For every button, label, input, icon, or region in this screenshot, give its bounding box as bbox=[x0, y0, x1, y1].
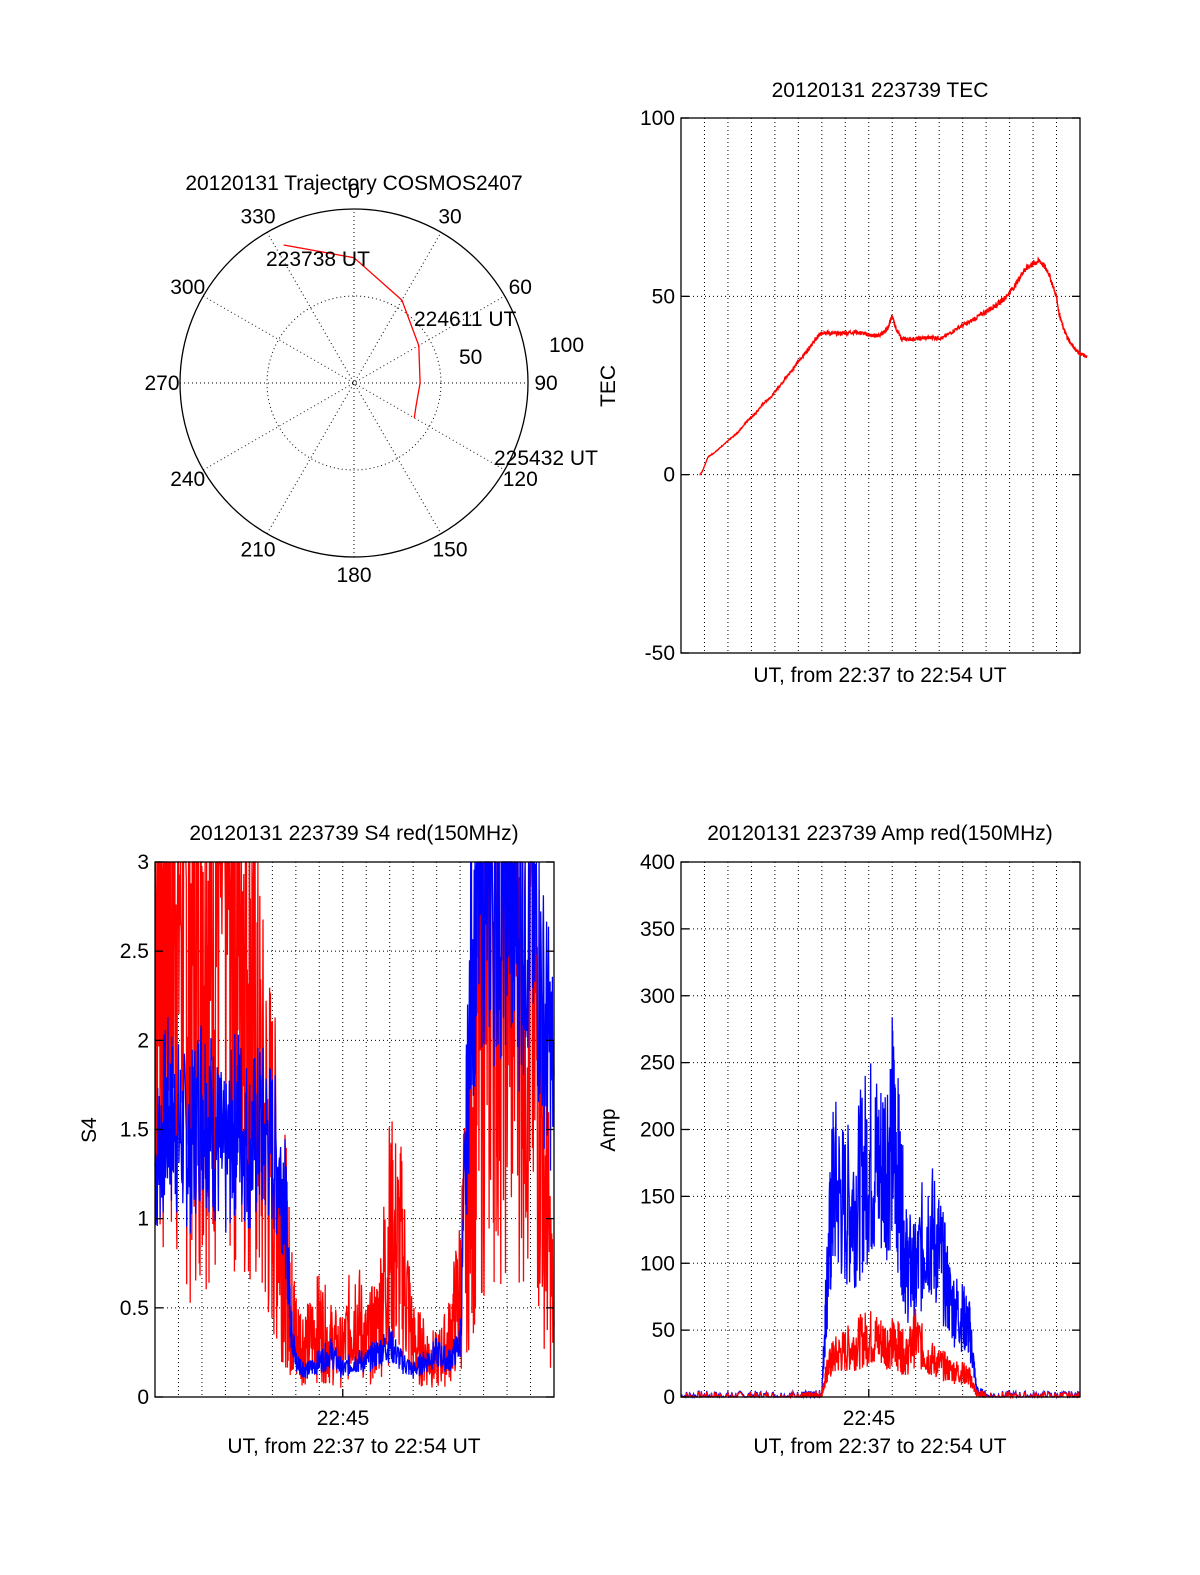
polar-angle-label: 270 bbox=[144, 372, 179, 395]
s4-chart: 20120131 223739 S4 red(150MHz) 0 0.5 1 1.5 2… bbox=[78, 822, 555, 1458]
y-tick-label: 1 bbox=[137, 1208, 149, 1231]
polar-angle-labels: 0 30 60 90 120 150 180 210 240 270 300 330 bbox=[144, 180, 557, 587]
y-tick-label: 1.5 bbox=[120, 1119, 149, 1142]
y-tick-label: 50 bbox=[652, 285, 675, 308]
amp-chart: 20120131 223739 Amp red(150MHz) 0 50 100 15… bbox=[597, 822, 1081, 1458]
y-tick-label: 0 bbox=[663, 1386, 675, 1409]
polar-angle-label: 240 bbox=[170, 468, 205, 491]
polar-angle-label: 60 bbox=[509, 276, 532, 299]
y-tick-label: 100 bbox=[640, 1252, 675, 1275]
y-tick-label: 0 bbox=[137, 1386, 149, 1409]
tec-plot-frame bbox=[680, 117, 1081, 654]
y-tick-label: -50 bbox=[645, 642, 675, 665]
polar-title: 20120131 Trajectory COSMOS2407 bbox=[185, 172, 522, 195]
amp-ylabel: Amp bbox=[597, 1108, 620, 1151]
y-tick-label: 300 bbox=[640, 985, 675, 1008]
polar-angle-label: 330 bbox=[240, 206, 275, 229]
polar-chart: 20120131 Trajectory COSMOS2407 0 30 60 90 12… bbox=[144, 172, 598, 587]
polar-angle-label: 180 bbox=[336, 564, 371, 587]
trajectory-line bbox=[283, 244, 421, 418]
y-tick-label: 0 bbox=[663, 464, 675, 487]
y-tick-label: 3 bbox=[137, 851, 149, 874]
polar-angle-label: 30 bbox=[438, 206, 461, 229]
y-tick-label: 2 bbox=[137, 1029, 149, 1052]
tec-title: 20120131 223739 TEC bbox=[772, 79, 989, 102]
amp-y-ticks: 0 50 100 150 200 250 300 350 400 bbox=[640, 851, 1080, 1409]
s4-xtick-label: 22:45 bbox=[317, 1407, 370, 1430]
polar-angle-label: 0 bbox=[348, 180, 360, 203]
polar-angle-label: 150 bbox=[432, 538, 467, 561]
amp-grid bbox=[681, 862, 1080, 1397]
y-tick-label: 2.5 bbox=[120, 940, 149, 963]
s4-title: 20120131 223739 S4 red(150MHz) bbox=[189, 822, 518, 845]
amp-title: 20120131 223739 Amp red(150MHz) bbox=[707, 822, 1053, 845]
radial-label-50: 50 bbox=[459, 346, 482, 369]
tec-chart: 20120131 223739 TEC -50 0 50 100 TEC UT, fr… bbox=[597, 79, 1088, 687]
annotation-end: 225432 UT bbox=[494, 447, 598, 470]
y-tick-label: 150 bbox=[640, 1185, 675, 1208]
annotation-start: 223738 UT bbox=[266, 248, 370, 271]
y-tick-label: 50 bbox=[652, 1319, 675, 1342]
s4-y-ticks: 0 0.5 1 1.5 2 2.5 3 bbox=[120, 851, 554, 1409]
y-tick-label: 250 bbox=[640, 1052, 675, 1075]
annotation-mid: 224611 UT bbox=[414, 308, 517, 331]
tec-xlabel: UT, from 22:37 to 22:54 UT bbox=[753, 664, 1006, 687]
y-tick-label: 100 bbox=[640, 107, 675, 130]
y-tick-label: 0.5 bbox=[120, 1297, 149, 1320]
tec-ylabel: TEC bbox=[597, 365, 620, 407]
tec-series-line bbox=[699, 256, 1088, 476]
tec-y-ticks: -50 0 50 100 bbox=[640, 107, 1080, 665]
amp-xtick-label: 22:45 bbox=[843, 1407, 896, 1430]
amp-red-series bbox=[680, 1308, 1081, 1400]
polar-angle-label: 300 bbox=[170, 276, 205, 299]
polar-angle-label: 210 bbox=[240, 538, 275, 561]
polar-angle-label: 120 bbox=[503, 468, 538, 491]
s4-xlabel: UT, from 22:37 to 22:54 UT bbox=[227, 1435, 480, 1458]
y-tick-label: 400 bbox=[640, 851, 675, 874]
tec-grid bbox=[681, 118, 1080, 653]
y-tick-label: 200 bbox=[640, 1119, 675, 1142]
s4-ylabel: S4 bbox=[78, 1117, 101, 1143]
amp-xlabel: UT, from 22:37 to 22:54 UT bbox=[753, 1435, 1006, 1458]
polar-angle-label: 90 bbox=[534, 372, 557, 395]
y-tick-label: 350 bbox=[640, 918, 675, 941]
radial-label-100: 100 bbox=[549, 334, 584, 357]
